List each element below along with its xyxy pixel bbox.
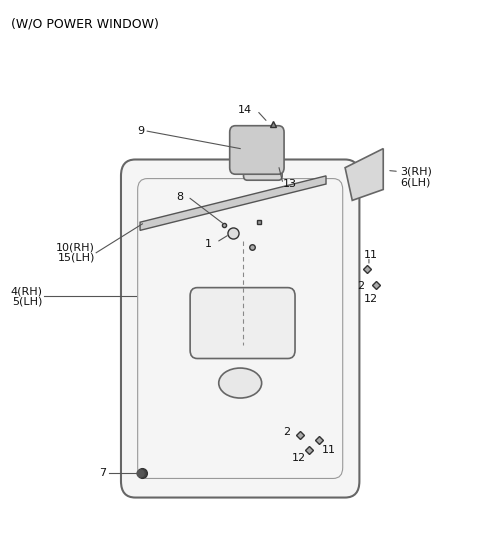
Text: 4(RH): 4(RH) bbox=[10, 287, 42, 296]
Ellipse shape bbox=[219, 368, 262, 398]
Text: 14: 14 bbox=[238, 105, 252, 116]
Text: 3(RH): 3(RH) bbox=[400, 167, 432, 176]
Text: (W/O POWER WINDOW): (W/O POWER WINDOW) bbox=[12, 18, 159, 31]
Text: 6(LH): 6(LH) bbox=[400, 178, 430, 187]
Text: 1: 1 bbox=[204, 239, 212, 249]
FancyBboxPatch shape bbox=[121, 159, 360, 498]
Text: 11: 11 bbox=[322, 444, 336, 454]
Text: 8: 8 bbox=[176, 192, 183, 202]
Text: 9: 9 bbox=[138, 126, 145, 136]
Text: 12: 12 bbox=[364, 294, 378, 304]
FancyBboxPatch shape bbox=[230, 125, 284, 174]
Text: 15(LH): 15(LH) bbox=[58, 253, 95, 262]
Text: 2: 2 bbox=[357, 281, 364, 291]
Text: 5(LH): 5(LH) bbox=[12, 296, 42, 306]
Text: 7: 7 bbox=[99, 468, 107, 478]
Text: 2: 2 bbox=[283, 427, 290, 437]
Text: 11: 11 bbox=[364, 250, 378, 260]
Text: 12: 12 bbox=[292, 453, 306, 463]
Text: 13: 13 bbox=[283, 179, 297, 189]
Text: 10(RH): 10(RH) bbox=[56, 243, 95, 253]
FancyBboxPatch shape bbox=[243, 141, 282, 180]
Polygon shape bbox=[140, 176, 326, 230]
Polygon shape bbox=[345, 149, 383, 201]
FancyBboxPatch shape bbox=[190, 288, 295, 358]
